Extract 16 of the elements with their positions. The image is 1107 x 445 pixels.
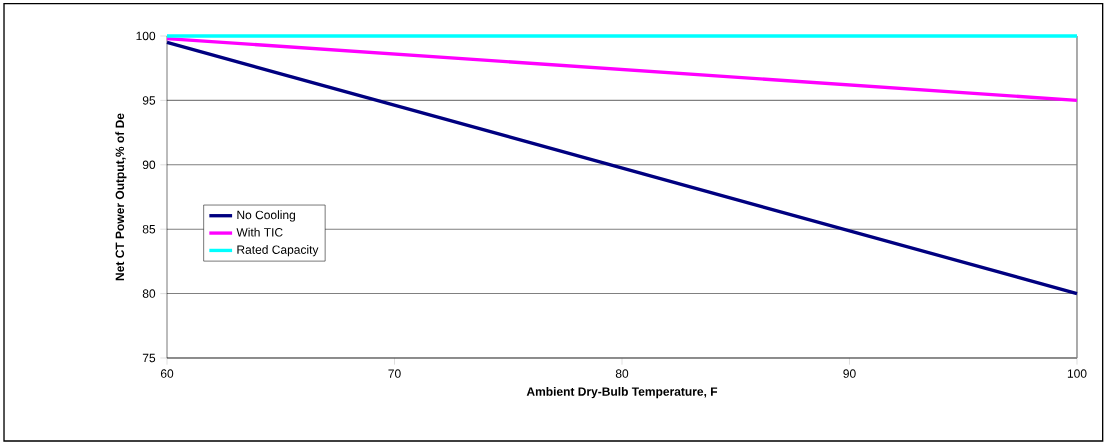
y-tick-label: 75 — [142, 353, 156, 363]
legend-label: Rated Capacity — [237, 245, 319, 257]
y-axis-title: Net CT Power Output,% of De — [115, 113, 127, 281]
x-tick-label: 60 — [160, 369, 174, 378]
x-tick-label: 100 — [1067, 369, 1087, 378]
x-axis-title: Ambient Dry-Bulb Temperature, F — [526, 387, 718, 399]
y-tick-label: 90 — [142, 160, 156, 170]
legend-label: No Cooling — [237, 210, 295, 222]
x-tick-label: 80 — [615, 369, 629, 378]
y-tick-label: 100 — [136, 31, 156, 41]
y-tick-label: 85 — [142, 224, 156, 234]
y-tick-label: 80 — [142, 289, 156, 298]
x-tick-label: 90 — [843, 369, 856, 378]
legend-label: With TIC — [236, 227, 283, 237]
x-tick-label: 70 — [388, 369, 401, 378]
y-tick-label: 95 — [142, 96, 156, 105]
